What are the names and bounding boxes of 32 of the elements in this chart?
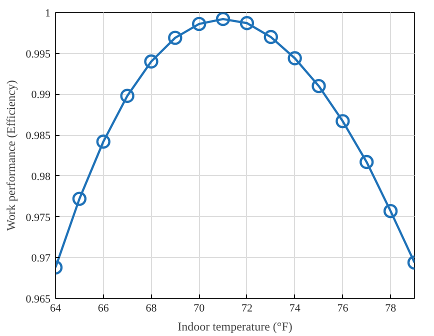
point (96, 134, 110, 149)
y-tick-label: 0.975 (26, 212, 51, 224)
x-tick-label: 66 (98, 302, 110, 314)
y-tick-label: 0.99 (31, 89, 51, 102)
y-tick-label: 0.98 (31, 170, 51, 183)
point (192, 16, 206, 32)
y-tick-label: 0.995 (26, 48, 51, 60)
point (383, 204, 398, 218)
y-tick-label: 0.965 (26, 294, 51, 306)
point (336, 114, 350, 128)
y-tick-label: 0.97 (31, 252, 51, 265)
x-tick-label: 68 (146, 302, 158, 314)
point (360, 154, 374, 170)
x-tick-label: 64 (50, 302, 62, 314)
point (216, 12, 230, 26)
x-axis-title: Indoor temperature (°F) (178, 320, 292, 334)
point (168, 30, 182, 45)
y-tick-label: 1 (45, 8, 50, 20)
x-tick-label: 72 (241, 302, 252, 314)
x-tick-label: 76 (337, 302, 349, 314)
x-tick-label: 70 (194, 302, 206, 314)
point (72, 192, 87, 206)
point (240, 16, 254, 30)
x-tick-label: 78 (385, 302, 397, 314)
y-axis-title: Work performance (Efficiency) (4, 80, 18, 231)
point (288, 51, 302, 66)
point (120, 88, 134, 103)
point (264, 30, 278, 44)
point (144, 54, 158, 69)
x-tick-label: 74 (289, 302, 301, 314)
point (312, 78, 326, 94)
y-tick-label: 0.985 (26, 130, 51, 142)
